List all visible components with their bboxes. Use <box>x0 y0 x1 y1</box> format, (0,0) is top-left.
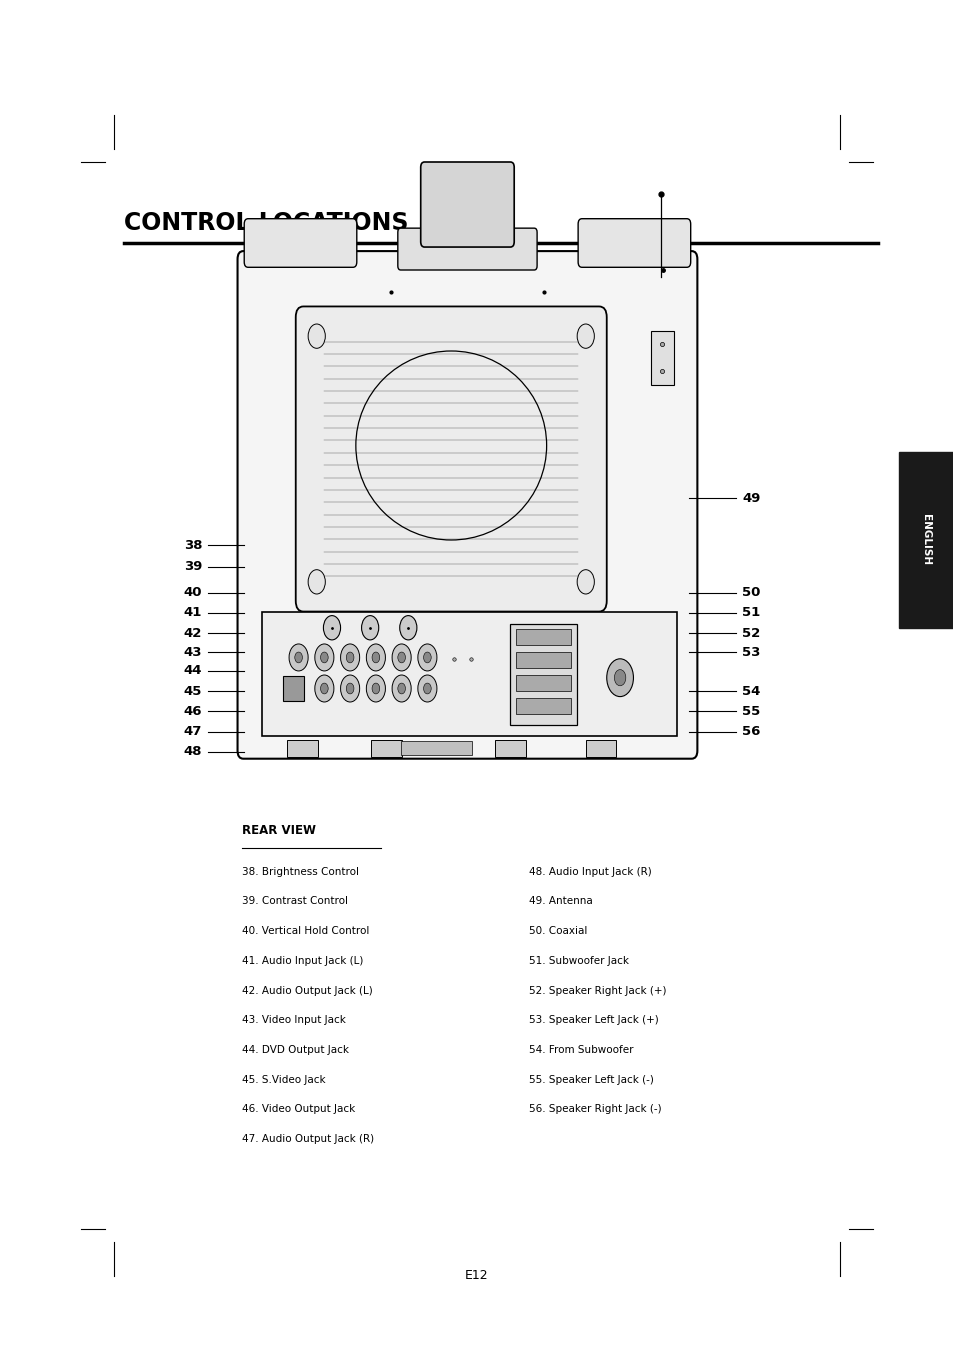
Text: 52: 52 <box>741 626 760 640</box>
Circle shape <box>399 616 416 640</box>
Circle shape <box>397 683 405 694</box>
Bar <box>400 741 472 755</box>
Circle shape <box>314 675 334 702</box>
Bar <box>516 675 571 691</box>
Text: 54: 54 <box>741 684 760 698</box>
Bar <box>495 740 525 757</box>
Text: 38: 38 <box>184 539 202 552</box>
Text: 46. Video Output Jack: 46. Video Output Jack <box>242 1104 355 1114</box>
Text: 49. Antenna: 49. Antenna <box>529 896 593 906</box>
Text: 42: 42 <box>184 626 202 640</box>
Circle shape <box>308 324 325 348</box>
Bar <box>516 652 571 668</box>
Text: 56. Speaker Right Jack (-): 56. Speaker Right Jack (-) <box>529 1104 661 1114</box>
Bar <box>516 698 571 714</box>
Circle shape <box>361 616 378 640</box>
FancyBboxPatch shape <box>295 306 606 612</box>
Text: 51: 51 <box>741 606 760 620</box>
Circle shape <box>614 670 625 686</box>
FancyBboxPatch shape <box>420 162 514 247</box>
Circle shape <box>320 652 328 663</box>
Circle shape <box>346 652 354 663</box>
Text: REAR VIEW: REAR VIEW <box>242 824 316 837</box>
Circle shape <box>366 675 385 702</box>
Bar <box>283 676 304 701</box>
Text: 47: 47 <box>184 725 202 738</box>
Circle shape <box>314 644 334 671</box>
Text: 46: 46 <box>184 705 202 718</box>
Text: 43. Video Input Jack: 43. Video Input Jack <box>242 1015 346 1025</box>
Text: 51. Subwoofer Jack: 51. Subwoofer Jack <box>529 956 629 965</box>
Circle shape <box>417 644 436 671</box>
Text: E12: E12 <box>465 1269 488 1282</box>
Text: 43: 43 <box>184 645 202 659</box>
Circle shape <box>577 570 594 594</box>
Circle shape <box>577 324 594 348</box>
Text: 55. Speaker Left Jack (-): 55. Speaker Left Jack (-) <box>529 1075 654 1084</box>
Text: CONTROL LOCATIONS: CONTROL LOCATIONS <box>124 211 408 235</box>
Text: 45. S.Video Jack: 45. S.Video Jack <box>242 1075 326 1084</box>
Text: 38. Brightness Control: 38. Brightness Control <box>242 867 359 876</box>
Circle shape <box>340 675 359 702</box>
FancyBboxPatch shape <box>244 219 356 267</box>
Text: 53: 53 <box>741 645 760 659</box>
Circle shape <box>372 652 379 663</box>
Text: 39: 39 <box>184 560 202 574</box>
Circle shape <box>320 683 328 694</box>
Text: 48. Audio Input Jack (R): 48. Audio Input Jack (R) <box>529 867 652 876</box>
FancyBboxPatch shape <box>578 219 690 267</box>
Text: 41: 41 <box>184 606 202 620</box>
Circle shape <box>417 675 436 702</box>
Text: 42. Audio Output Jack (L): 42. Audio Output Jack (L) <box>242 986 373 995</box>
Text: 47. Audio Output Jack (R): 47. Audio Output Jack (R) <box>242 1134 374 1143</box>
Text: ENGLISH: ENGLISH <box>921 514 930 566</box>
Text: 39. Contrast Control: 39. Contrast Control <box>242 896 348 906</box>
Text: 44: 44 <box>184 664 202 678</box>
FancyBboxPatch shape <box>237 251 697 759</box>
Bar <box>262 612 677 736</box>
Bar <box>898 452 953 628</box>
Circle shape <box>366 644 385 671</box>
Text: 54. From Subwoofer: 54. From Subwoofer <box>529 1045 634 1054</box>
Circle shape <box>423 683 431 694</box>
Circle shape <box>323 616 340 640</box>
FancyBboxPatch shape <box>397 228 537 270</box>
Text: 55: 55 <box>741 705 760 718</box>
Text: 52. Speaker Right Jack (+): 52. Speaker Right Jack (+) <box>529 986 666 995</box>
Circle shape <box>397 652 405 663</box>
Circle shape <box>423 652 431 663</box>
Bar <box>650 331 674 385</box>
Circle shape <box>289 644 308 671</box>
Text: 44. DVD Output Jack: 44. DVD Output Jack <box>242 1045 349 1054</box>
Circle shape <box>294 652 302 663</box>
Text: 50. Coaxial: 50. Coaxial <box>529 926 587 936</box>
Bar <box>516 629 571 645</box>
Circle shape <box>392 675 411 702</box>
Bar <box>287 740 317 757</box>
Text: 40: 40 <box>184 586 202 599</box>
Text: 53. Speaker Left Jack (+): 53. Speaker Left Jack (+) <box>529 1015 659 1025</box>
Circle shape <box>372 683 379 694</box>
Circle shape <box>340 644 359 671</box>
Text: 56: 56 <box>741 725 760 738</box>
Circle shape <box>606 659 633 697</box>
Bar <box>371 740 401 757</box>
Circle shape <box>308 570 325 594</box>
Text: 41. Audio Input Jack (L): 41. Audio Input Jack (L) <box>242 956 363 965</box>
Text: 50: 50 <box>741 586 760 599</box>
Text: 40. Vertical Hold Control: 40. Vertical Hold Control <box>242 926 370 936</box>
Circle shape <box>392 644 411 671</box>
Text: 48: 48 <box>184 745 202 759</box>
Text: 45: 45 <box>184 684 202 698</box>
Circle shape <box>346 683 354 694</box>
Bar <box>585 740 616 757</box>
Text: 49: 49 <box>741 491 760 505</box>
Bar <box>510 624 577 725</box>
